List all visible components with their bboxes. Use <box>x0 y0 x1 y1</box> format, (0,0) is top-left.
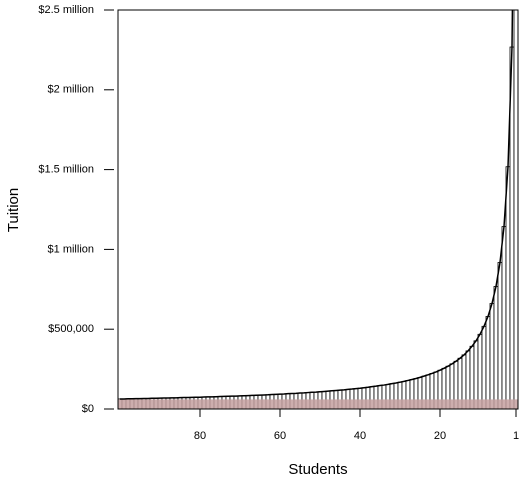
bar <box>497 262 503 409</box>
bar <box>505 166 511 409</box>
bar <box>489 303 495 409</box>
band <box>118 399 518 409</box>
plot-area <box>118 10 518 409</box>
bar <box>513 10 518 409</box>
bar <box>473 340 479 409</box>
x-axis-title: Students <box>288 461 347 478</box>
bar <box>485 316 491 409</box>
y-tick-label: $1 million <box>48 243 94 255</box>
x-tick-label: 80 <box>194 430 206 442</box>
y-tick-label: $2.5 million <box>38 4 94 16</box>
y-tick-label: $1.5 million <box>38 164 94 176</box>
bar <box>481 325 487 409</box>
x-tick-label: 20 <box>434 430 446 442</box>
curve <box>120 10 514 400</box>
y-tick-label: $2 million <box>48 84 94 96</box>
plot-frame <box>117 9 519 410</box>
bar <box>493 286 499 409</box>
x-tick-label: 1 <box>513 430 519 442</box>
bar <box>477 333 483 409</box>
y-axis-title: Tuition <box>5 188 22 232</box>
bar <box>501 226 507 409</box>
x-tick-label: 60 <box>274 430 286 442</box>
x-tick-label: 40 <box>354 430 366 442</box>
y-tick-label: $500,000 <box>48 323 94 335</box>
y-tick-label: $0 <box>82 403 94 415</box>
